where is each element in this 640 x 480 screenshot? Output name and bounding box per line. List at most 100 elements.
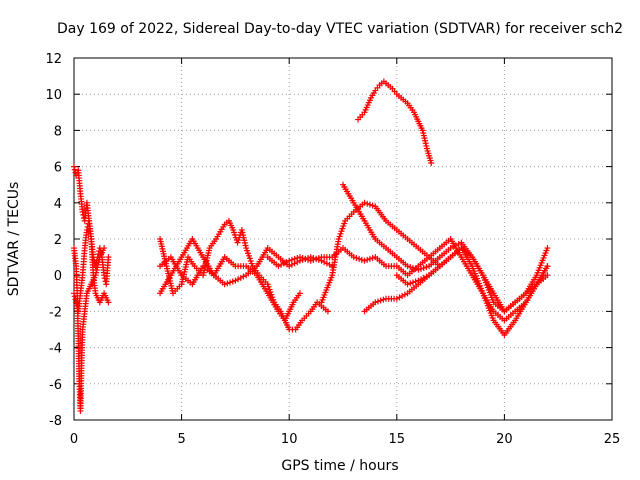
series-mid-d xyxy=(264,245,443,279)
data-point xyxy=(313,255,320,262)
data-point xyxy=(224,280,231,287)
data-point xyxy=(288,256,295,263)
y-tick-label: -8 xyxy=(49,414,62,429)
data-point xyxy=(280,260,287,267)
data-point xyxy=(286,263,293,270)
data-point xyxy=(364,200,371,207)
data-point xyxy=(364,256,371,263)
x-tick-label: 15 xyxy=(389,432,406,447)
data-point xyxy=(299,255,306,262)
data-point xyxy=(374,298,381,305)
series-late-c xyxy=(361,245,551,338)
y-tick-label: 8 xyxy=(54,124,62,139)
data-point xyxy=(361,257,368,264)
data-point xyxy=(409,279,416,286)
data-point xyxy=(305,256,312,263)
series-upper xyxy=(355,78,435,166)
data-point xyxy=(409,264,416,271)
data-point xyxy=(372,299,379,306)
y-tick-label: 0 xyxy=(54,269,62,284)
data-point xyxy=(420,274,427,281)
data-point xyxy=(544,245,551,252)
data-point xyxy=(235,276,242,283)
ticks: 0 5 10 15 20 25 -8 -6 -4 -2 0 2 4 6 8 10 12 xyxy=(45,52,620,447)
data-point xyxy=(399,293,406,300)
data-point xyxy=(415,266,422,273)
data-point xyxy=(296,254,303,261)
series-early-c xyxy=(71,245,108,414)
x-axis-label: GPS time / hours xyxy=(281,458,398,474)
y-tick-label: -4 xyxy=(49,342,62,357)
data-point xyxy=(302,255,309,262)
data-point xyxy=(105,299,112,306)
y-axis-label: SDTVAR / TECUs xyxy=(6,182,22,297)
x-tick-label: 20 xyxy=(496,432,513,447)
data-point xyxy=(227,279,234,286)
y-tick-label: 2 xyxy=(54,233,62,248)
data-point xyxy=(366,201,373,208)
data-point xyxy=(310,256,317,263)
data-point xyxy=(455,240,462,247)
data-point xyxy=(237,274,244,281)
data-point xyxy=(412,265,419,272)
data-point xyxy=(366,255,373,262)
series-late-b xyxy=(340,181,551,315)
data-point xyxy=(407,280,414,287)
data-point xyxy=(420,264,427,271)
series-mid-c xyxy=(157,254,303,324)
data-point xyxy=(415,277,422,284)
data-point xyxy=(393,295,400,302)
y-tick-label: 10 xyxy=(45,88,62,103)
data-point xyxy=(404,281,411,288)
data-point xyxy=(232,277,239,284)
data-point xyxy=(240,273,247,280)
data-point xyxy=(369,255,376,262)
data-point xyxy=(101,272,108,279)
data-point xyxy=(396,294,403,301)
data-point xyxy=(369,202,376,209)
series-late-d xyxy=(393,245,551,315)
data-point xyxy=(361,199,368,206)
y-tick-label: 12 xyxy=(45,52,62,67)
data-point xyxy=(401,291,408,298)
data-point xyxy=(377,297,384,304)
data-point xyxy=(452,242,459,249)
data-point xyxy=(294,255,301,262)
data-point xyxy=(296,290,303,297)
data-point xyxy=(221,281,228,288)
data-point xyxy=(286,257,293,264)
data-point xyxy=(71,166,78,173)
data-point xyxy=(101,245,108,252)
data-point xyxy=(418,276,425,283)
data-point xyxy=(291,255,298,262)
data-point xyxy=(447,245,454,252)
x-tick-label: 25 xyxy=(604,432,621,447)
x-tick-label: 0 xyxy=(70,432,78,447)
data-point xyxy=(544,263,551,270)
data-point xyxy=(307,257,314,264)
data-point xyxy=(428,159,435,166)
x-tick-label: 10 xyxy=(281,432,298,447)
data-point xyxy=(356,255,363,262)
data-point xyxy=(358,256,365,263)
data-point xyxy=(105,254,112,261)
x-tick-label: 5 xyxy=(177,432,185,447)
data-point xyxy=(315,255,322,262)
y-tick-label: -6 xyxy=(49,378,62,393)
data-point xyxy=(323,260,330,267)
data-point xyxy=(79,208,86,215)
data-point xyxy=(404,263,411,270)
data-point xyxy=(71,163,77,170)
data-point xyxy=(350,254,357,261)
y-tick-label: 6 xyxy=(54,161,62,176)
data-point xyxy=(83,226,90,233)
data-point xyxy=(423,273,430,280)
data-point xyxy=(544,272,551,279)
data-point xyxy=(418,265,425,272)
data-point xyxy=(278,261,285,268)
data-point xyxy=(407,264,414,271)
data-point xyxy=(229,278,236,285)
data-point xyxy=(412,278,419,285)
y-tick-label: -2 xyxy=(49,305,62,320)
data-point xyxy=(450,243,457,250)
